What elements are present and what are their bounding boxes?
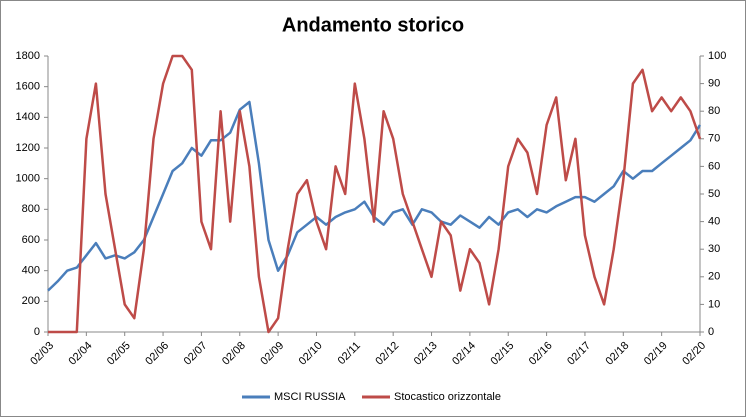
y2-tick-label: 10	[708, 298, 720, 310]
y2-tick-label: 80	[708, 105, 720, 117]
series-line	[48, 54, 702, 334]
y-tick-label: 200	[22, 295, 40, 307]
y2-tick-label: 40	[708, 216, 720, 228]
y-tick-label: 600	[22, 234, 40, 246]
y-tick-label: 1800	[16, 50, 40, 62]
y-tick-label: 1200	[16, 142, 40, 154]
y2-tick-label: 60	[708, 160, 720, 172]
legend-label: Stocastico orizzontale	[394, 391, 501, 403]
y2-tick-label: 30	[708, 243, 720, 255]
chart-title: Andamento storico	[282, 14, 464, 36]
y2-tick-label: 20	[708, 271, 720, 283]
y2-tick-label: 90	[708, 78, 720, 90]
legend-label: MSCI RUSSIA	[274, 391, 346, 403]
y-tick-label: 1600	[16, 81, 40, 93]
y-tick-label: 0	[34, 326, 40, 338]
y2-tick-label: 100	[708, 50, 726, 62]
y2-tick-label: 70	[708, 133, 720, 145]
y-tick-label: 1000	[16, 173, 40, 185]
y2-tick-label: 50	[708, 188, 720, 200]
y-tick-label: 800	[22, 203, 40, 215]
y-tick-label: 1400	[16, 111, 40, 123]
y-tick-label: 400	[22, 265, 40, 277]
y2-tick-label: 0	[708, 326, 714, 338]
